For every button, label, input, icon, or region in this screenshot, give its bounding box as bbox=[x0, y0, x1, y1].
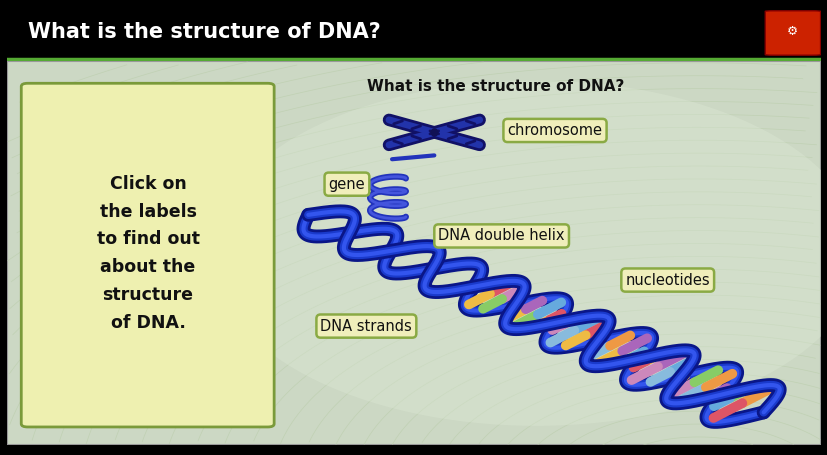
FancyBboxPatch shape bbox=[764, 11, 820, 55]
Text: Click on
the labels
to find out
about the
structure
of DNA.: Click on the labels to find out about th… bbox=[97, 175, 199, 332]
Ellipse shape bbox=[211, 81, 827, 426]
Text: gene: gene bbox=[328, 177, 365, 192]
Text: ⚙: ⚙ bbox=[786, 25, 797, 38]
FancyBboxPatch shape bbox=[22, 83, 274, 427]
FancyBboxPatch shape bbox=[7, 61, 820, 445]
Text: DNA strands: DNA strands bbox=[320, 318, 412, 334]
Text: nucleotides: nucleotides bbox=[624, 273, 710, 288]
Text: What is the structure of DNA?: What is the structure of DNA? bbox=[366, 79, 624, 94]
Text: What is the structure of DNA?: What is the structure of DNA? bbox=[28, 22, 380, 42]
Text: DNA double helix: DNA double helix bbox=[437, 228, 564, 243]
Text: chromosome: chromosome bbox=[507, 123, 602, 138]
